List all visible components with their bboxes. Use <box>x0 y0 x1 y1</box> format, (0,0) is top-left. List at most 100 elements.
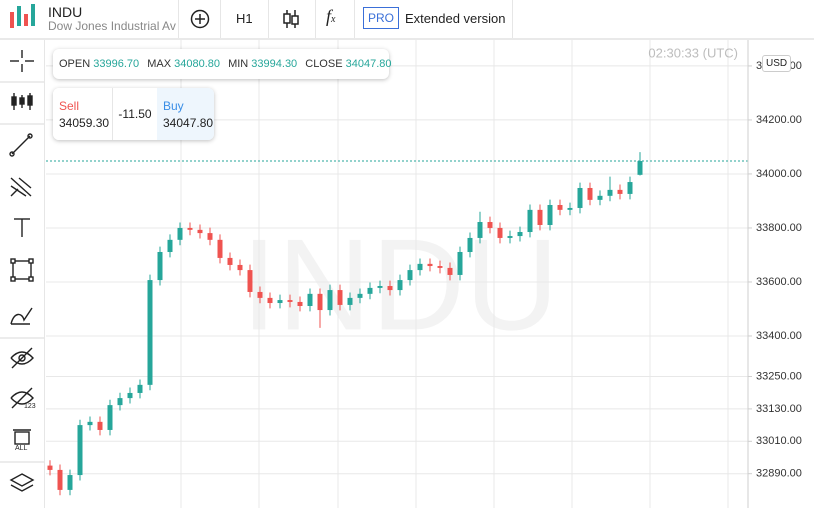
candle-body <box>387 286 393 291</box>
candle-body <box>507 236 513 238</box>
candle-body <box>237 264 243 271</box>
candle-body <box>217 239 223 258</box>
candle-body <box>147 280 153 385</box>
candle-body <box>487 222 493 228</box>
text-tool[interactable] <box>14 218 30 237</box>
candle-body <box>287 300 293 302</box>
y-tick-label: 32890.00 <box>756 468 802 480</box>
fib-tool[interactable] <box>10 177 32 197</box>
candle-body <box>367 287 373 294</box>
trendline-tool[interactable] <box>9 133 33 157</box>
svg-text:123: 123 <box>24 403 36 410</box>
candle-body <box>347 297 353 305</box>
candle-body <box>317 293 323 311</box>
chart: INDU 34400.0034200.0034000.0033800.00336… <box>46 40 802 508</box>
indicators-tool[interactable] <box>11 93 33 110</box>
candle-body <box>67 475 73 490</box>
candle-body <box>47 465 53 470</box>
y-tick-label: 33130.00 <box>756 403 802 415</box>
candle-body <box>337 290 343 305</box>
pro-badge[interactable]: PRO <box>363 7 400 29</box>
sell-button[interactable]: Sell 34059.30 <box>53 88 112 140</box>
separator <box>178 0 179 38</box>
candle-body <box>257 291 263 298</box>
candle-body <box>497 227 503 238</box>
hide-indicators-tool[interactable]: 123 <box>10 387 36 410</box>
chart-type-button[interactable] <box>279 7 303 31</box>
ohlc-box: OPEN 33996.70 MAX 34080.80 MIN 33994.30 … <box>53 49 392 79</box>
candle-body <box>297 301 303 307</box>
formula-button[interactable]: fx <box>326 6 336 26</box>
top-bar: INDU Dow Jones Industrial Ave H1 fx PRO … <box>0 0 814 40</box>
separator <box>268 0 269 38</box>
layers-tool[interactable] <box>9 473 35 492</box>
delete-all-tool[interactable]: ALL <box>13 429 31 452</box>
candle-body <box>637 161 643 175</box>
brush-tool[interactable] <box>10 307 33 325</box>
y-tick-label: 33010.00 <box>756 435 802 447</box>
candle-body <box>537 209 543 225</box>
svg-text:ALL: ALL <box>15 445 28 452</box>
separator <box>512 0 513 38</box>
candle-body <box>477 222 483 238</box>
candle-body <box>447 267 453 275</box>
candle-body <box>117 398 123 406</box>
candle-body <box>277 300 283 304</box>
buy-button[interactable]: Buy 34047.80 <box>157 88 214 140</box>
vertical-grid <box>180 40 729 508</box>
add-indicator-button[interactable] <box>188 7 212 31</box>
candle-body <box>107 405 113 430</box>
close-label: CLOSE <box>305 58 343 70</box>
crosshair-tool[interactable] <box>10 50 34 72</box>
candle-body <box>137 384 143 393</box>
candle-body <box>397 280 403 291</box>
candle-body <box>187 227 193 230</box>
min-value: 33994.30 <box>251 58 298 70</box>
candle-body <box>437 266 443 268</box>
candle-body <box>227 257 233 265</box>
candle-body <box>607 189 613 196</box>
y-tick-label: 33250.00 <box>756 370 802 382</box>
horizontal-grid <box>46 65 748 475</box>
buy-price: 34047.80 <box>163 116 214 130</box>
candle-body <box>407 270 413 281</box>
interval-button[interactable]: H1 <box>236 11 253 26</box>
y-tick-label: 33800.00 <box>756 222 802 234</box>
candle-body <box>327 290 333 311</box>
logo <box>10 4 35 28</box>
candle-body <box>357 293 363 298</box>
separator <box>354 0 355 38</box>
currency-badge[interactable]: USD <box>762 55 792 72</box>
candle-body <box>517 232 523 237</box>
candle-body <box>377 286 383 288</box>
candle-body <box>457 251 463 275</box>
y-tick-label: 33400.00 <box>756 330 802 342</box>
candle-body <box>167 239 173 252</box>
candle-body <box>97 421 103 430</box>
candle-body <box>527 209 533 233</box>
separator <box>315 0 316 38</box>
candle-body <box>207 233 213 240</box>
hide-drawings-tool[interactable] <box>10 347 34 369</box>
extended-version-link[interactable]: Extended version <box>405 11 506 26</box>
candle-body <box>547 205 553 225</box>
candle-body <box>417 263 423 271</box>
y-tick-label: 33600.00 <box>756 276 802 288</box>
shape-tool[interactable] <box>10 258 34 282</box>
candle-body <box>247 270 253 292</box>
symbol[interactable]: INDU <box>48 4 83 20</box>
candle-body <box>577 187 583 208</box>
candle-body <box>557 205 563 210</box>
symbol-name: Dow Jones Industrial Ave <box>48 19 176 33</box>
min-label: MIN <box>228 58 249 70</box>
candle-body <box>467 237 473 252</box>
y-tick-label: 34200.00 <box>756 114 802 126</box>
clock: 02:30:33 (UTC) <box>648 45 738 60</box>
max-label: MAX <box>147 58 172 70</box>
trade-box: Sell 34059.30 -11.50 Buy 34047.80 <box>53 88 214 140</box>
candle-body <box>627 182 633 194</box>
separator <box>220 0 221 38</box>
candle-body <box>597 195 603 200</box>
candles <box>46 152 748 496</box>
candle-body <box>307 293 313 307</box>
